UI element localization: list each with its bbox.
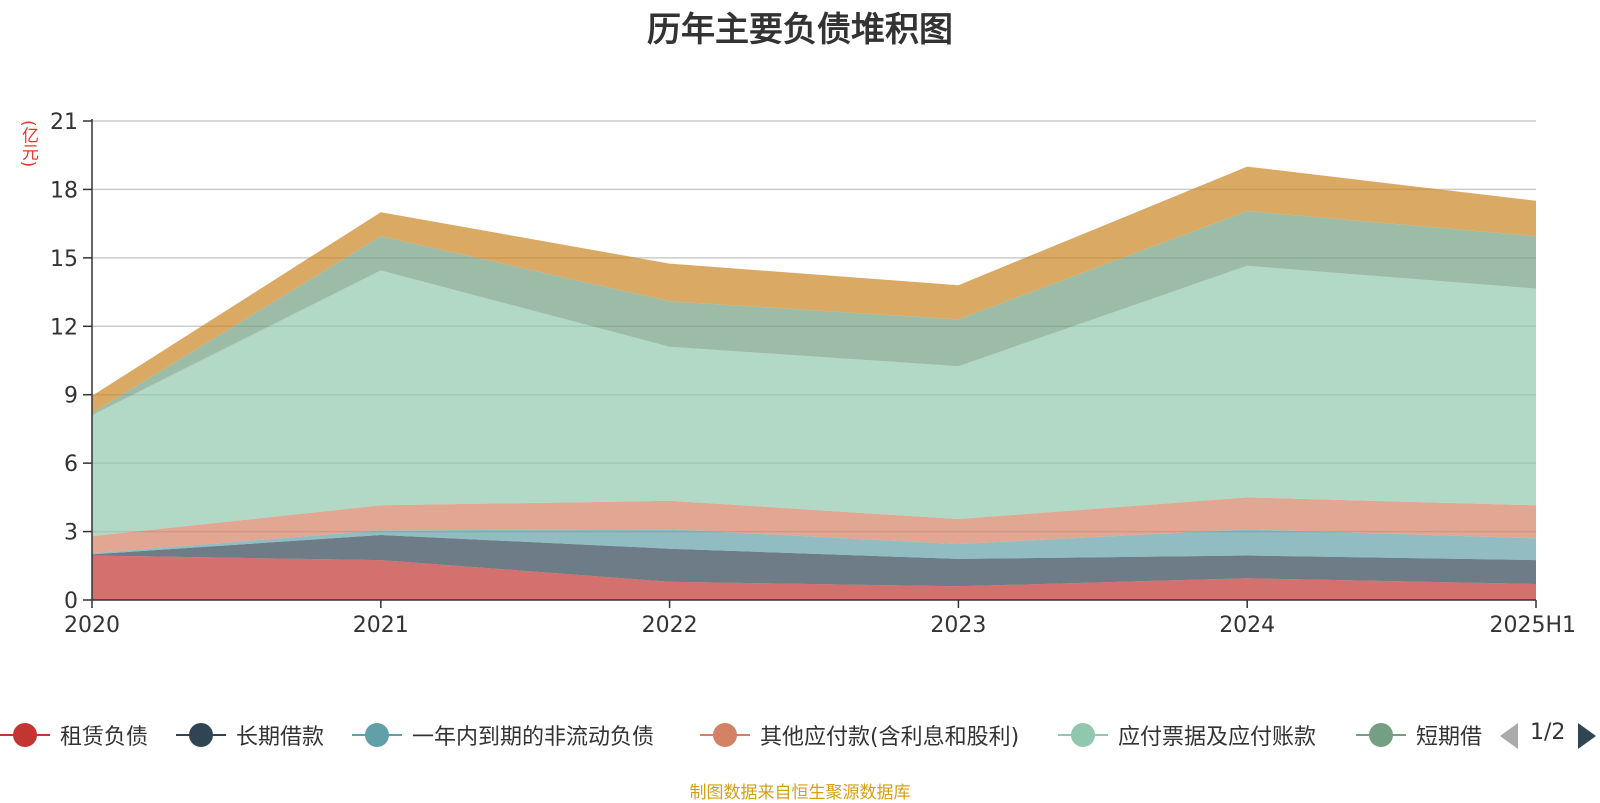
y-tick-label: 0 xyxy=(64,589,78,614)
prev-page-icon[interactable] xyxy=(1500,723,1518,749)
y-tick-label: 15 xyxy=(50,247,78,272)
x-tick-label: 2025H1 xyxy=(1489,613,1576,638)
stacked-areas xyxy=(92,166,1536,600)
legend-label: 应付票据及应付账款 xyxy=(1118,725,1317,750)
legend-label: 短期借款 xyxy=(1416,725,1482,750)
x-tick-label: 2024 xyxy=(1219,613,1275,638)
legend-item[interactable]: 应付票据及应付账款 xyxy=(1058,718,1316,752)
area-series-1 xyxy=(92,535,1536,587)
y-tick-label: 9 xyxy=(64,384,78,409)
next-page-icon[interactable] xyxy=(1578,723,1596,749)
legend-item[interactable]: 短期借款 xyxy=(1356,718,1482,752)
y-tick-label: 18 xyxy=(50,178,78,203)
area-series-5 xyxy=(92,211,1536,416)
y-tick-label: 12 xyxy=(50,315,78,340)
area-series-6 xyxy=(92,166,1536,413)
x-tick-label: 2020 xyxy=(64,613,120,638)
area-series-4 xyxy=(92,265,1536,537)
y-tick-label: 21 xyxy=(50,110,78,135)
legend-marker-icon xyxy=(700,718,750,752)
y-tick-label: 6 xyxy=(64,452,78,477)
area-series-3 xyxy=(92,497,1536,554)
x-tick-label: 2022 xyxy=(642,613,698,638)
legend-item[interactable]: 长期借款 xyxy=(176,718,324,752)
legend: 租赁负债 长期借款 一年内到期的非流动负债 其他应付款(含利息和股利) 应付票据及应付账… xyxy=(0,718,1482,752)
area-series-0 xyxy=(92,555,1536,600)
legend-pager: 1/2 xyxy=(1500,718,1600,752)
x-tick-label: 2023 xyxy=(930,613,986,638)
data-source-note: 制图数据来自恒生聚源数据库 xyxy=(689,783,911,803)
legend-marker-icon xyxy=(1356,718,1406,752)
legend-label: 其他应付款(含利息和股利) xyxy=(760,725,1020,750)
legend-label: 长期借款 xyxy=(236,725,325,750)
x-tick-label: 2021 xyxy=(353,613,409,638)
page-indicator: 1/2 xyxy=(1530,720,1566,745)
legend-label: 一年内到期的非流动负债 xyxy=(412,725,655,750)
area-series-2 xyxy=(92,529,1536,561)
legend-item[interactable]: 其他应付款(含利息和股利) xyxy=(700,718,1019,752)
legend-marker-icon xyxy=(0,718,50,752)
legend-marker-icon xyxy=(1058,718,1108,752)
legend-marker-icon xyxy=(352,718,402,752)
y-tick-label: 3 xyxy=(64,521,78,546)
legend-label: 租赁负债 xyxy=(60,725,149,750)
legend-item[interactable]: 租赁负债 xyxy=(0,718,148,752)
y-axis-unit: (亿元) xyxy=(18,120,38,168)
axes: 0 3 6 9 12 15 18 21 2020 2021 2022 2023 2024 2025H1 xyxy=(50,110,1576,638)
legend-item[interactable]: 一年内到期的非流动负债 xyxy=(352,718,654,752)
chart-title: 历年主要负债堆积图 xyxy=(647,10,953,50)
legend-marker-icon xyxy=(176,718,226,752)
